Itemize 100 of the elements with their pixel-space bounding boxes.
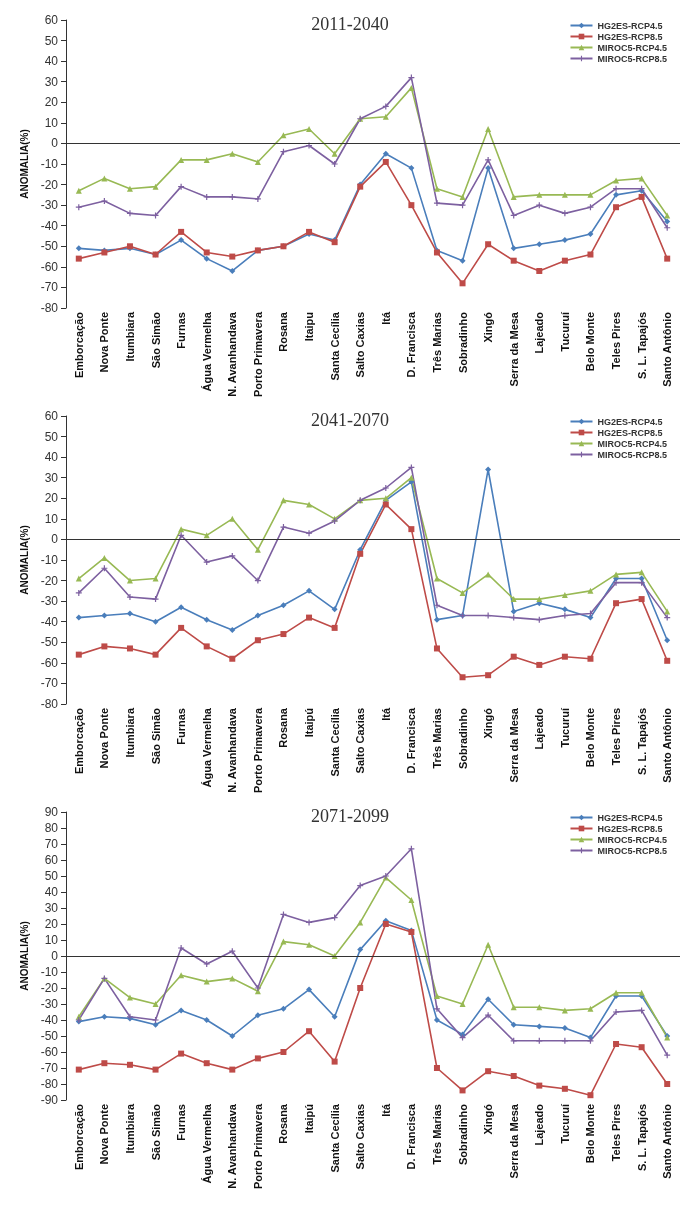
y-tick-label: 50 — [44, 429, 59, 444]
x-tick-label: Nova Ponte — [98, 312, 111, 373]
x-tick-label: Itá — [379, 1103, 392, 1117]
y-tick-label: 50 — [44, 33, 59, 48]
x-tick-label: Tucuruí — [558, 311, 571, 352]
y-tick-label: -60 — [40, 259, 59, 274]
x-tick-label: São Simão — [149, 311, 162, 369]
y-tick-label: -30 — [40, 997, 59, 1011]
x-tick-label: Santo Antônio — [661, 1103, 674, 1179]
legend-label: HG2ES-RCP8.5 — [597, 427, 663, 438]
legend-label: HG2ES-RCP8.5 — [597, 823, 663, 834]
x-tick-label: Salto Caxias — [354, 708, 367, 774]
x-tick-label: S. L. Tapajós — [635, 312, 648, 380]
y-tick-label: 20 — [44, 491, 59, 506]
x-tick-label: Santa Cecília — [328, 1103, 341, 1173]
x-tick-label: Santo Antônio — [661, 707, 674, 783]
y-tick-label: -50 — [40, 239, 59, 254]
y-tick-label: -20 — [40, 981, 59, 995]
x-tick-label: N. Avanhandava — [226, 311, 239, 397]
y-tick-label: -40 — [40, 1013, 59, 1027]
x-tick-label: Xingó — [482, 707, 495, 739]
legend-label: MIROC5-RCP4.5 — [597, 834, 667, 845]
y-tick-label: 50 — [44, 869, 59, 883]
y-axis-title: ANOMALIA(%) — [19, 921, 31, 991]
x-tick-label: Santo Antônio — [661, 311, 674, 387]
x-tick-label: Porto Primavera — [251, 1103, 264, 1189]
y-tick-label: -60 — [40, 655, 59, 670]
y-tick-label: -60 — [40, 1045, 59, 1059]
x-tick-label: N. Avanhandava — [226, 707, 239, 793]
x-tick-label: Belo Monte — [584, 1104, 597, 1164]
y-tick-label: 40 — [44, 885, 59, 899]
x-tick-label: São Simão — [149, 1103, 162, 1161]
x-tick-label: Porto Primavera — [251, 707, 264, 793]
y-tick-label: -80 — [40, 301, 59, 315]
y-tick-label: 0 — [51, 949, 59, 963]
y-tick-label: -10 — [40, 157, 59, 171]
y-tick-label: 30 — [44, 901, 59, 915]
x-tick-label: Emborcação — [72, 1103, 85, 1171]
x-tick-label: Nova Ponte — [98, 1104, 111, 1165]
y-tick-label: 0 — [51, 136, 59, 151]
x-tick-label: São Simão — [149, 707, 162, 765]
x-tick-label: Xingó — [482, 1103, 495, 1135]
x-tick-label: Três Marias — [430, 708, 443, 769]
y-tick-label: -70 — [40, 676, 59, 691]
legend-label: MIROC5-RCP4.5 — [597, 42, 667, 53]
legend-label: HG2ES-RCP4.5 — [597, 416, 663, 427]
y-tick-label: 60 — [44, 409, 59, 423]
x-tick-label: Serra da Mesa — [507, 311, 520, 387]
x-tick-label: Sobradinho — [456, 707, 469, 770]
x-tick-label: Emborcação — [72, 707, 85, 775]
legend-label: HG2ES-RCP8.5 — [597, 31, 663, 42]
x-tick-label: S. L. Tapajós — [635, 1104, 648, 1172]
y-tick-label: 40 — [44, 54, 59, 69]
chart-title: 2011-2040 — [311, 14, 389, 34]
legend-label: MIROC5-RCP8.5 — [597, 845, 667, 856]
x-tick-label: Rosana — [277, 707, 290, 748]
x-tick-label: Itumbiara — [123, 707, 136, 758]
y-tick-label: 60 — [44, 853, 59, 867]
x-tick-label: Salto Caxias — [354, 312, 367, 378]
x-tick-label: Tucuruí — [558, 1103, 571, 1144]
x-tick-label: Serra da Mesa — [507, 1103, 520, 1179]
x-tick-label: Teles Pires — [610, 1104, 623, 1162]
x-tick-label: Xingó — [482, 311, 495, 343]
legend-label: MIROC5-RCP4.5 — [597, 438, 667, 449]
y-tick-label: 30 — [44, 74, 59, 89]
y-tick-label: -10 — [40, 965, 59, 979]
y-tick-label: -30 — [40, 198, 59, 213]
y-tick-label: -50 — [40, 635, 59, 650]
y-tick-label: -40 — [40, 614, 59, 629]
y-tick-label: -80 — [40, 1077, 59, 1091]
y-tick-label: -40 — [40, 218, 59, 233]
x-tick-label: Santa Cecília — [328, 707, 341, 777]
x-tick-label: Belo Monte — [584, 312, 597, 372]
y-tick-label: 10 — [44, 511, 59, 526]
x-tick-label: Porto Primavera — [251, 311, 264, 397]
y-tick-label: 30 — [44, 470, 59, 485]
chart-title: 2071-2099 — [311, 806, 389, 826]
y-tick-label: -70 — [40, 1061, 59, 1075]
x-tick-label: Sobradinho — [456, 311, 469, 374]
x-tick-label: Água Vermelha — [200, 1103, 213, 1184]
x-tick-label: Serra da Mesa — [507, 707, 520, 783]
y-axis-title: ANOMALIA(%) — [19, 525, 31, 595]
y-tick-label: -70 — [40, 280, 59, 295]
x-tick-label: D. Francisca — [405, 1103, 418, 1170]
y-tick-label: -50 — [40, 1029, 59, 1043]
x-tick-label: Itaipú — [303, 1104, 316, 1134]
x-tick-label: Sobradinho — [456, 1103, 469, 1166]
y-tick-label: -20 — [40, 573, 59, 588]
x-tick-label: Água Vermelha — [200, 311, 213, 392]
y-tick-label: -20 — [40, 177, 59, 192]
x-tick-label: Lajeado — [533, 311, 546, 354]
x-tick-label: D. Francisca — [405, 311, 418, 378]
x-tick-label: Rosana — [277, 311, 290, 352]
x-tick-label: Itaipu — [303, 312, 316, 342]
y-tick-label: -90 — [40, 1093, 59, 1107]
x-tick-label: Água Vermelha — [200, 707, 213, 788]
y-tick-label: 80 — [44, 821, 59, 835]
y-tick-label: 20 — [44, 917, 59, 931]
legend-label: MIROC5-RCP8.5 — [597, 449, 667, 460]
x-tick-label: Lajeado — [533, 1103, 546, 1146]
